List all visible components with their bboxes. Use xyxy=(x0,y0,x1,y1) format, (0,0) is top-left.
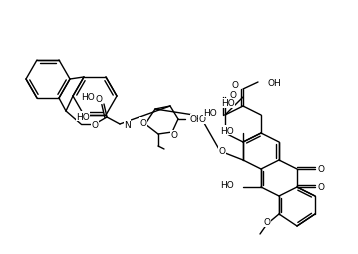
Text: HO: HO xyxy=(81,92,95,101)
Text: O: O xyxy=(232,80,238,89)
Text: OH: OH xyxy=(190,115,204,124)
Text: O: O xyxy=(229,90,237,99)
Text: HO: HO xyxy=(220,126,234,135)
Text: HO: HO xyxy=(220,180,234,189)
Text: O: O xyxy=(96,95,102,104)
Text: OH: OH xyxy=(268,78,282,87)
Text: HO: HO xyxy=(203,108,217,117)
Text: O: O xyxy=(318,165,324,174)
Text: O: O xyxy=(140,118,146,127)
Text: O: O xyxy=(198,115,205,124)
Text: HO: HO xyxy=(221,99,235,108)
Text: O: O xyxy=(318,183,324,192)
Text: O: O xyxy=(92,120,98,129)
Text: O: O xyxy=(263,218,271,227)
Text: O: O xyxy=(170,131,178,140)
Text: N: N xyxy=(124,120,131,129)
Text: HO: HO xyxy=(76,112,90,121)
Text: O: O xyxy=(218,147,226,156)
